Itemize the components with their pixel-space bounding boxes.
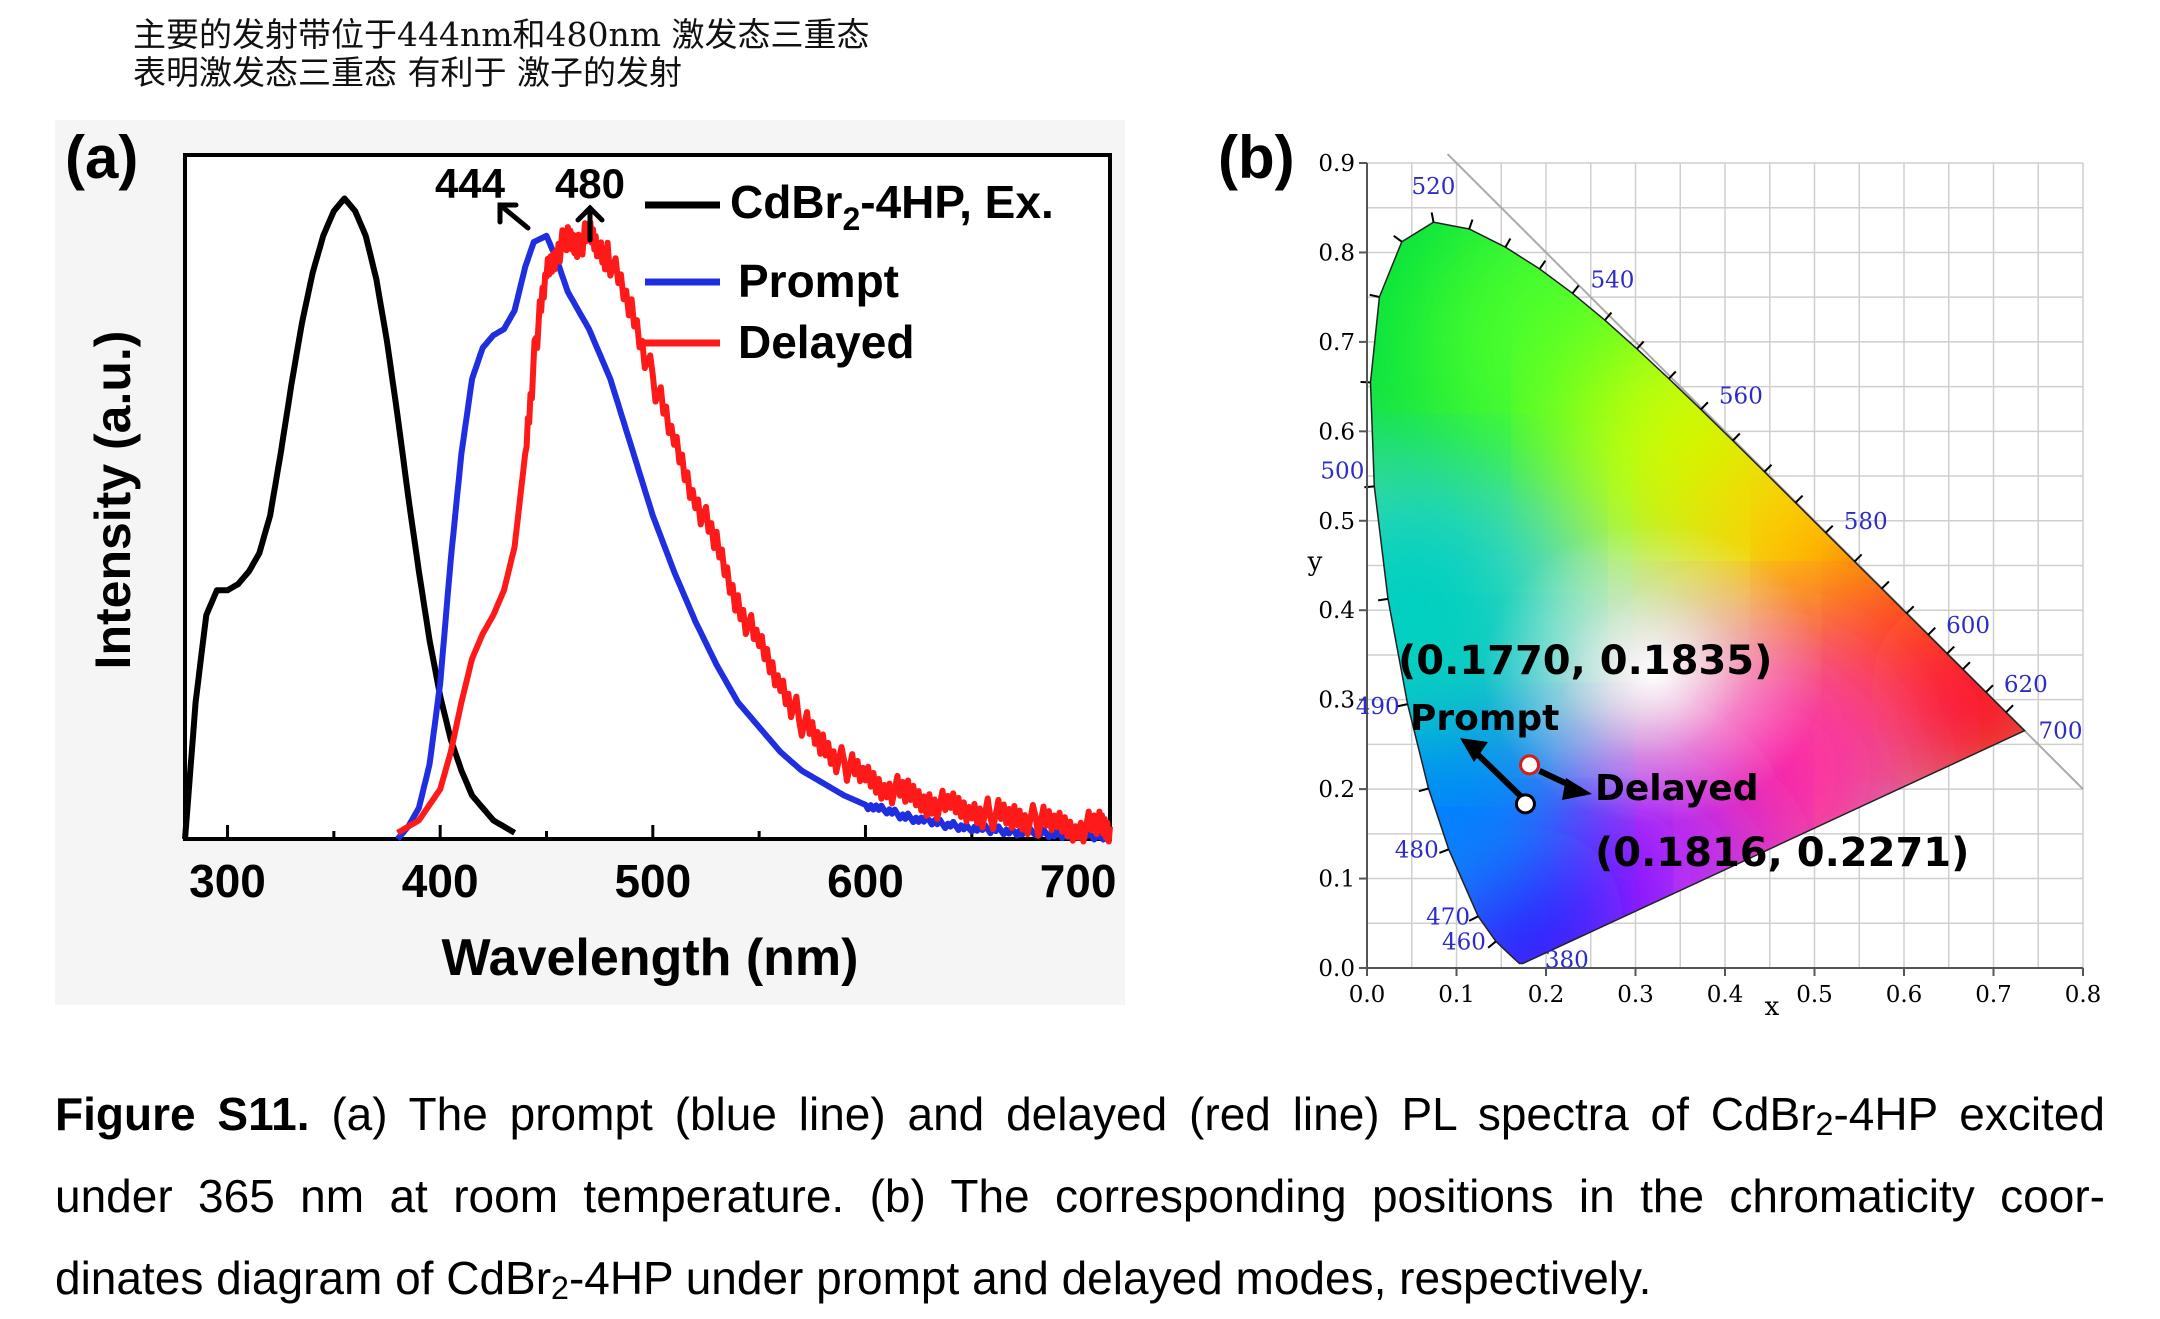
wavelength-label-600: 600 — [1946, 613, 1990, 639]
x-tick-label-0.5: 0.5 — [1796, 982, 1833, 1008]
caption-text-3b: -4HP under prompt and delayed modes, res… — [569, 1252, 1651, 1304]
caption-subscript-1: 2 — [1816, 1106, 1834, 1142]
wavelength-label-500: 500 — [1320, 458, 1364, 484]
x-tick-label-0.0: 0.0 — [1349, 982, 1386, 1008]
wavelength-label-490: 490 — [1356, 694, 1400, 720]
wavelength-label-520: 520 — [1412, 174, 1456, 200]
x-tick-label-0.3: 0.3 — [1617, 982, 1654, 1008]
prompt-point — [1516, 795, 1534, 813]
panel-b-ylabel: y — [1307, 547, 1323, 577]
wavelength-label-620: 620 — [2004, 672, 2048, 698]
wavelength-label-700: 700 — [2039, 719, 2083, 745]
delayed-coordinate-label: (0.1816, 0.2271) — [1595, 830, 1969, 876]
delayed-point — [1521, 756, 1539, 774]
y-tick-label-0.8: 0.8 — [1318, 240, 1355, 266]
y-tick-label-0.2: 0.2 — [1318, 777, 1355, 803]
x-tick-label-0.7: 0.7 — [1975, 982, 2012, 1008]
figure-panel-b: (b) 0.0 0.1 0.2 0.3 0.4 0.5 0.6 0.7 0.8 0.0 0.1 0.2… — [0, 0, 2160, 1020]
locus-tick — [1364, 486, 1374, 487]
prompt-coordinate-label: (0.1770, 0.1835) — [1398, 638, 1772, 684]
delayed-point-label: Delayed — [1595, 768, 1758, 809]
wavelength-label-380: 380 — [1545, 948, 1589, 974]
caption-line-1: Figure S11. (a) The prompt (blue line) a… — [55, 1073, 2105, 1155]
x-tick-label-0.4: 0.4 — [1707, 982, 1744, 1008]
y-tick-label-0.6: 0.6 — [1318, 419, 1355, 445]
prompt-point-label: Prompt — [1410, 698, 1559, 739]
caption-line-2: under 365 nm at room temperature. (b) Th… — [55, 1155, 2105, 1237]
caption-text-1: (a) The prompt (blue line) and delayed (… — [309, 1088, 1815, 1140]
y-tick-label-0.0: 0.0 — [1318, 956, 1355, 982]
x-tick-label-0.8: 0.8 — [2065, 982, 2102, 1008]
x-tick-label-0.2: 0.2 — [1528, 982, 1565, 1008]
caption-text-3a: dinates diagram of CdBr — [55, 1252, 551, 1304]
wavelength-label-470: 470 — [1426, 904, 1470, 930]
panel-b-xlabel: x — [1765, 992, 1780, 1020]
y-tick-label-0.5: 0.5 — [1318, 509, 1355, 535]
y-tick-label-0.1: 0.1 — [1318, 867, 1355, 893]
panel-b-label: (b) — [1218, 124, 1295, 191]
caption-line-3: dinates diagram of CdBr2-4HP under promp… — [55, 1237, 2105, 1319]
y-tick-label-0.9: 0.9 — [1318, 151, 1355, 177]
y-tick-label-0.3: 0.3 — [1318, 688, 1355, 714]
x-tick-label-0.6: 0.6 — [1886, 982, 1923, 1008]
wavelength-label-540: 540 — [1590, 267, 1634, 293]
caption-figure-number: Figure S11. — [55, 1088, 309, 1140]
y-tick-label-0.7: 0.7 — [1318, 330, 1355, 356]
wavelength-label-480: 480 — [1395, 837, 1439, 863]
caption-text-1-end: -4HP excited — [1833, 1088, 2105, 1140]
x-tick-label-0.1: 0.1 — [1438, 982, 1475, 1008]
y-tick-label-0.4: 0.4 — [1318, 598, 1355, 624]
wavelength-label-460: 460 — [1442, 929, 1486, 955]
wavelength-label-560: 560 — [1719, 383, 1763, 409]
caption-subscript-2: 2 — [551, 1270, 569, 1306]
wavelength-label-580: 580 — [1844, 509, 1888, 535]
